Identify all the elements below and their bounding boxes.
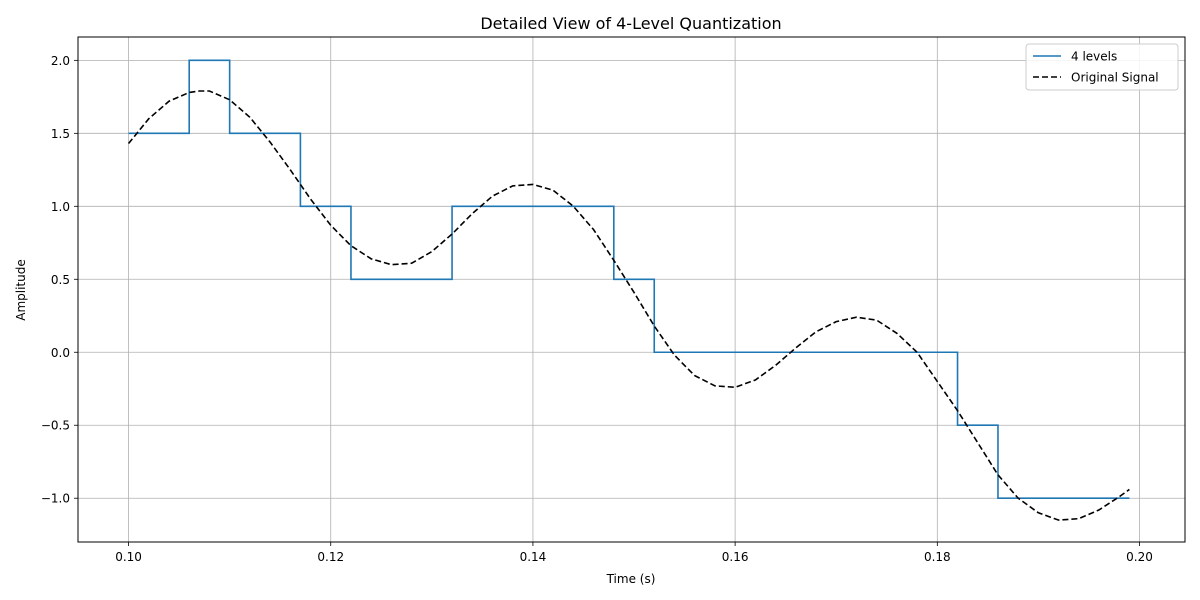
y-tick-label: 0.0 <box>51 346 70 360</box>
x-tick-label: 0.16 <box>722 550 749 564</box>
x-tick-label: 0.12 <box>317 550 344 564</box>
y-axis-label: Amplitude <box>14 259 28 321</box>
y-tick-label: −0.5 <box>41 419 70 433</box>
x-axis-label: Time (s) <box>606 572 656 586</box>
series-line-original <box>127 90 1130 521</box>
series-layer <box>127 59 1130 521</box>
y-tick-label: 0.5 <box>51 273 70 287</box>
series-line-quantized <box>128 59 1130 500</box>
x-tick-label: 0.14 <box>520 550 547 564</box>
tick-layer: 0.10 0.12 0.14 0.16 0.18 0.20 −1.0 −0.5 0.0 0.5 1.… <box>41 54 1153 564</box>
y-tick-label: 2.0 <box>51 54 70 68</box>
x-tick-label: 0.18 <box>924 550 951 564</box>
legend-label-original: Original Signal <box>1071 71 1159 85</box>
plot-frame <box>77 36 1186 543</box>
legend: 4 levels Original Signal <box>1025 43 1179 91</box>
legend-box <box>1025 43 1179 91</box>
chart-title: Detailed View of 4-Level Quantization <box>480 14 781 33</box>
y-tick-label: 1.5 <box>51 127 70 141</box>
y-tick-label: −1.0 <box>41 492 70 506</box>
x-tick-label: 0.20 <box>1126 550 1153 564</box>
legend-label-quantized: 4 levels <box>1071 50 1117 64</box>
x-tick-label: 0.10 <box>115 550 142 564</box>
y-tick-label: 1.0 <box>51 200 70 214</box>
